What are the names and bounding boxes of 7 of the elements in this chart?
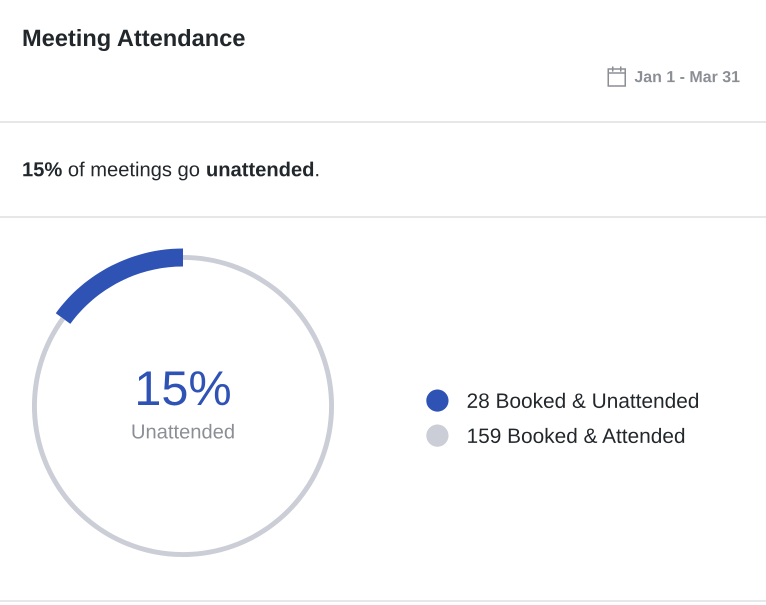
text: Jan 1 - Mar 31 bbox=[634, 70, 740, 82]
text: 15% bbox=[138, 371, 230, 406]
text: Unattended bbox=[132, 424, 234, 439]
legend-label: 28 Booked & Unattended bbox=[468, 392, 698, 408]
legend-label: 159 Booked & Attended bbox=[468, 428, 684, 444]
chart-title: Meeting Attendance bbox=[24, 28, 245, 52]
text: 15% of meetings go unattended. bbox=[23, 162, 318, 180]
